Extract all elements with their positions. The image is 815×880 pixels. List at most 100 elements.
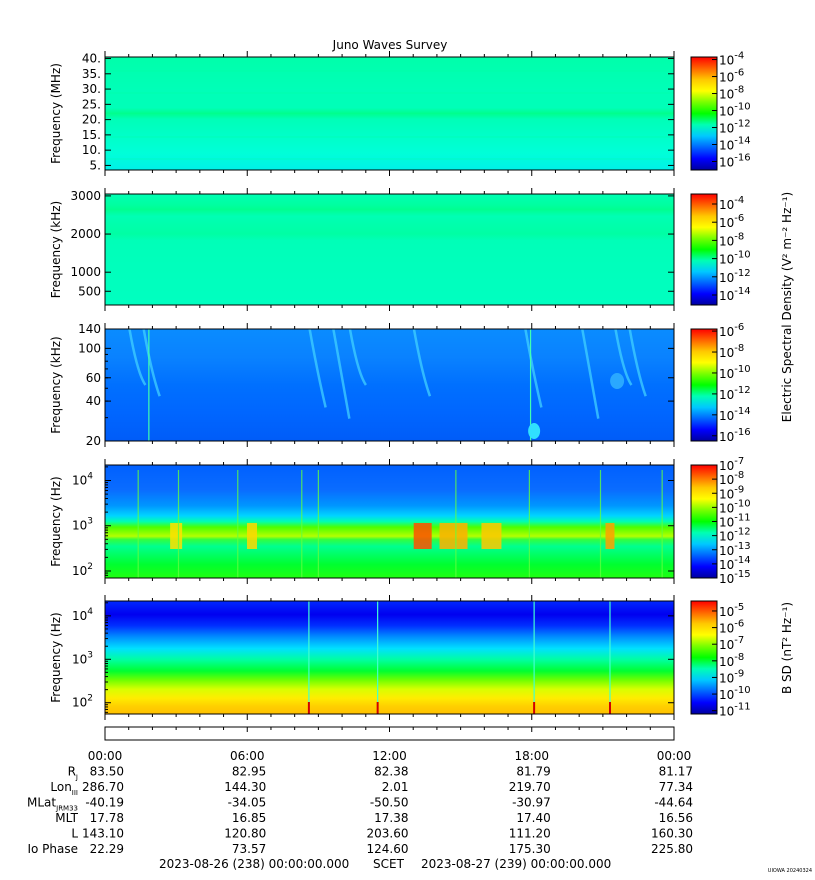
ephemeris-table: 00:00 06:00 12:00 18:00 00:00 RJ 83.50 82.95 82.…: [27, 749, 693, 856]
time-strip-ticks: [104, 727, 675, 732]
emission-patch: [170, 523, 183, 549]
y-tick-label: 103: [72, 650, 93, 666]
radio-burst: [308, 328, 327, 408]
y-axis-label: Frequency (Hz): [49, 612, 63, 703]
spectrogram-fill: [105, 57, 674, 170]
colorbar-lfr-hz: 10-710-810-910-1010-1110-1210-1310-1410-…: [690, 456, 751, 586]
emission-patch: [605, 523, 615, 549]
colorbar-tick-label: 10-8: [719, 85, 744, 102]
spectrogram-panels: Frequency (MHz)40.35.30.25.20.15.10.5.Fr…: [49, 51, 675, 720]
radio-burst: [614, 328, 633, 386]
y-tick-label: 30.: [82, 82, 101, 96]
colorbar-tick-label: 10-4: [719, 51, 744, 68]
y-tick-label: 10.: [82, 143, 101, 157]
ephemeris-value: -44.64: [654, 796, 693, 810]
colorbar-tick-label: 10-14: [719, 406, 751, 423]
y-tick-label: 15.: [82, 128, 101, 142]
colorbar-tick-label: 10-5: [719, 602, 744, 619]
y-tick-label: 1000: [70, 265, 101, 279]
ephemeris-value: 16.85: [232, 811, 266, 825]
y-axis-label: Frequency (MHz): [49, 63, 63, 164]
emission-blob: [528, 423, 541, 439]
colorbar-tick-label: 10-8: [719, 343, 744, 360]
colorbar-tick-label: 10-8: [719, 652, 744, 669]
ephemeris-value: 219.70: [509, 780, 551, 794]
ephemeris-label: MLT: [55, 811, 78, 825]
ephemeris-value: 160.30: [651, 827, 693, 841]
colorbar-gradient: [691, 601, 717, 714]
colorbar-tick-label: 10-14: [719, 136, 751, 153]
colorbar-gradient: [691, 329, 717, 441]
y-tick-label: 60: [86, 371, 101, 385]
ephemeris-label: RJ: [68, 765, 78, 782]
spectrogram-fill: [105, 601, 674, 714]
colorbar-tick-label: 10-6: [719, 213, 744, 230]
radio-burst: [581, 328, 600, 419]
radio-burst: [142, 328, 161, 397]
ephemeris-label: MLatJRM33: [27, 796, 78, 813]
radio-burst: [332, 328, 351, 419]
colorbar-tick-label: 10-12: [719, 268, 751, 285]
radio-burst: [348, 328, 367, 386]
colorbar-tick-label: 10-8: [719, 231, 744, 248]
y-tick-label: 103: [72, 517, 93, 533]
y-tick-label: 500: [78, 284, 101, 298]
colorbar-frame: [690, 193, 718, 306]
time-tick-label: 12:00: [372, 749, 407, 763]
ephemeris-value: -30.97: [512, 796, 551, 810]
ephemeris-value: -40.19: [85, 796, 124, 810]
credit-label: UIOWA 20240324: [768, 868, 812, 874]
radio-burst: [412, 328, 432, 397]
panel-magnetic: Frequency (Hz) 104 103 102: [49, 595, 675, 720]
spectrogram-fill: [105, 329, 674, 441]
ephemeris-label: Io Phase: [27, 842, 78, 856]
y-tick-label: 35.: [82, 67, 101, 81]
footer-start: 2023-08-26 (238) 00:00:00.000: [159, 857, 349, 871]
colorbar-tick-label: 10-6: [719, 68, 744, 85]
radio-burst: [628, 328, 647, 397]
colorbar-tick-label: 10-6: [719, 322, 744, 339]
y-axis-label: Frequency (kHz): [49, 336, 63, 433]
ephemeris-value: 2.01: [382, 780, 409, 794]
ephemeris-value: 286.70: [82, 780, 124, 794]
y-tick-label: 102: [72, 694, 93, 710]
panel-hfwbr: Frequency (MHz) 40.35.30.25. 20.15.10.5.: [49, 51, 675, 176]
colorbar-tick-label: 10-7: [719, 635, 744, 652]
ephemeris-value: 81.17: [659, 765, 693, 779]
footer-end: 2023-08-27 (239) 00:00:00.000: [421, 857, 611, 871]
colorbar-tick-label: 10-4: [719, 195, 744, 212]
colorbar-tick-label: 10-10: [719, 250, 751, 267]
colorbar-tick-label: 10-14: [719, 286, 751, 303]
y-tick-label: 3000: [70, 189, 101, 203]
emission-patch: [413, 523, 432, 549]
colorbar-frame: [690, 600, 718, 715]
ephemeris-label: LonIII: [50, 780, 78, 797]
y-tick-label: 2000: [70, 227, 101, 241]
colorbar-frame: [690, 328, 718, 442]
y-tick-label: 40: [86, 394, 101, 408]
colorbar-tick-label: 10-15: [719, 569, 751, 586]
ephemeris-value: 120.80: [224, 827, 266, 841]
y-tick-label: 104: [72, 471, 93, 487]
footer-scet: SCET: [373, 857, 405, 871]
ephemeris-value: 81.79: [516, 765, 550, 779]
ephemeris-value: -50.50: [370, 796, 409, 810]
ephemeris-value: 124.60: [367, 842, 409, 856]
colorbar-gradient: [691, 194, 717, 305]
emission-patch: [246, 523, 257, 549]
ephemeris-label: L: [71, 827, 78, 841]
colorbar-tick-label: 10-12: [719, 119, 751, 136]
ephemeris-value: 82.95: [232, 765, 266, 779]
ephemeris-value: 143.10: [82, 827, 124, 841]
ephemeris-value: 82.38: [374, 765, 408, 779]
y-axis-label: Frequency (Hz): [49, 476, 63, 567]
colorbar-tick-label: 10-11: [719, 702, 751, 719]
y-axis-label: Frequency (kHz): [49, 201, 63, 298]
y-tick-label: 104: [72, 607, 93, 623]
ephemeris-value: 111.20: [509, 827, 551, 841]
y-tick-label: 40.: [82, 52, 101, 66]
ephemeris-value: 17.40: [516, 811, 550, 825]
time-tick-label: 00:00: [657, 749, 692, 763]
